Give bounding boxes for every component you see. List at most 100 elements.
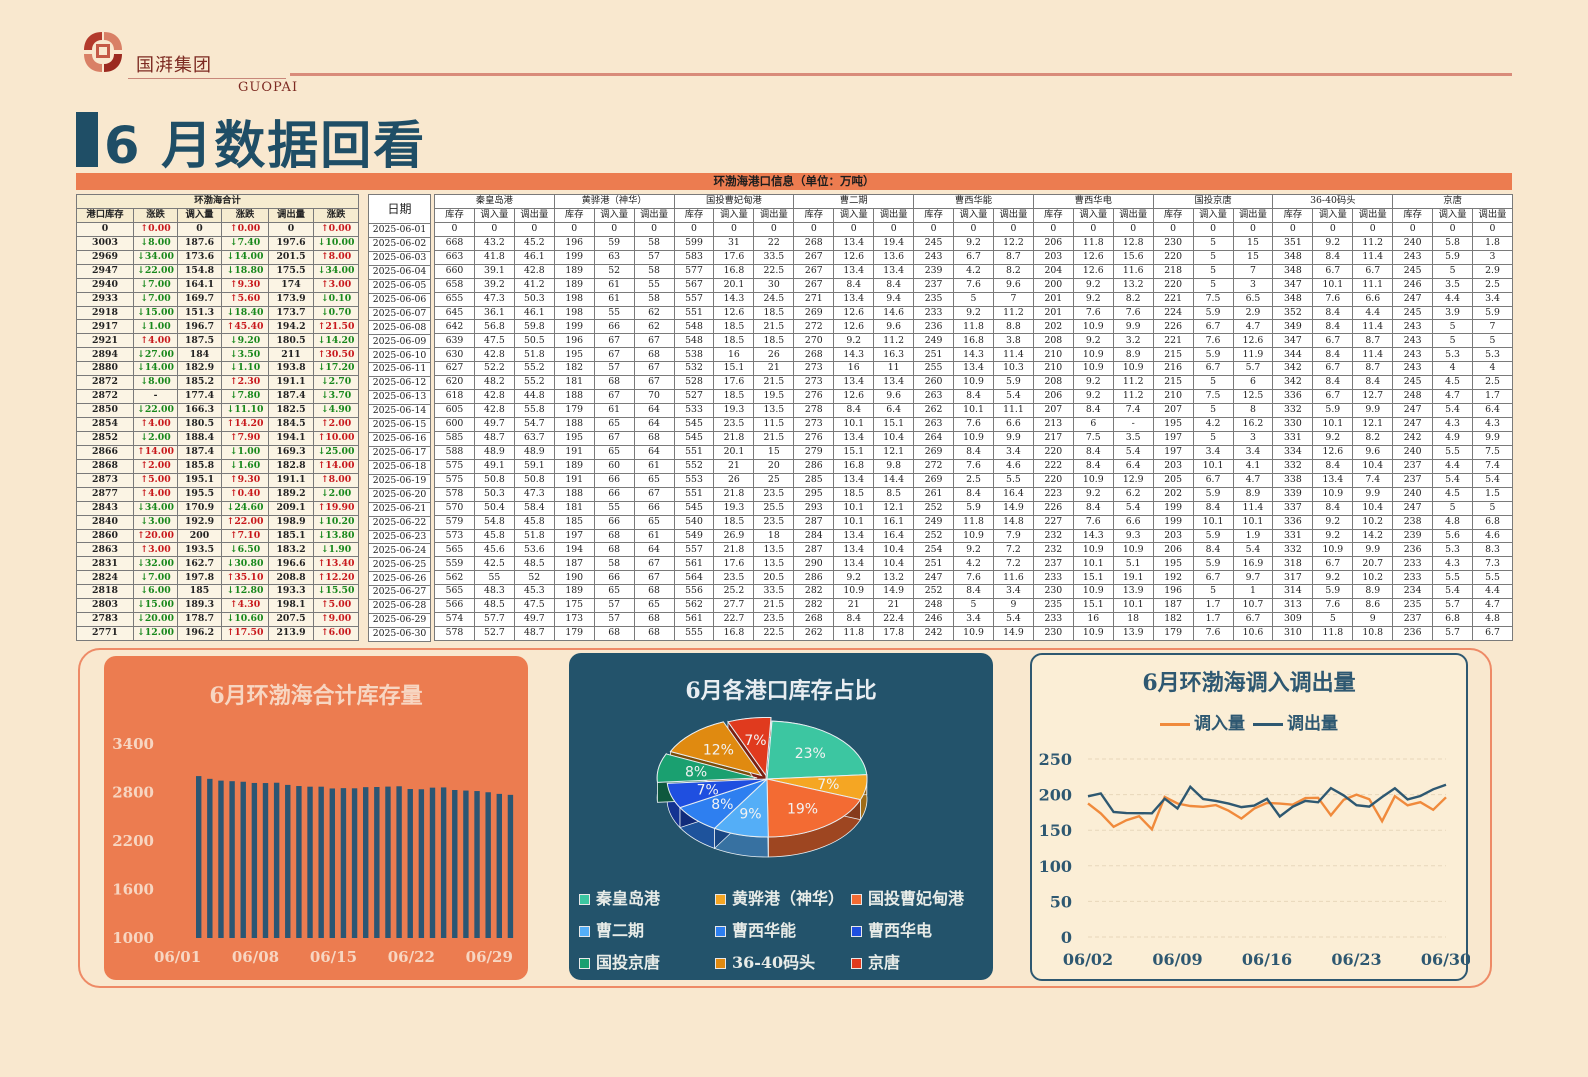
table-row: 578 50.3 47.3 188 66 67 551 21.8 23.5 295 18.5 8.5 2…	[434, 486, 1513, 502]
port-header: 36-40码头	[1272, 194, 1394, 209]
table-cell: 11.9	[1232, 347, 1274, 363]
table-cell: 25.2	[713, 584, 755, 600]
date-cell: 2025-06-01	[368, 222, 431, 238]
table-cell: 2771	[76, 626, 134, 641]
table-cell: 10.9	[1072, 319, 1114, 335]
table-cell: 263	[913, 389, 955, 405]
table-cell: 2.5	[953, 472, 994, 488]
table-cell: 18.5	[713, 389, 755, 405]
table-cell: ↑2.00	[133, 458, 178, 474]
table-cell: 5.5	[992, 472, 1034, 488]
table-cell: 66	[593, 486, 635, 502]
table-cell: 198.9	[268, 514, 314, 530]
table-cell: 170.9	[177, 500, 222, 516]
table-banner: 环渤海港口信息（单位：万吨）	[76, 173, 1512, 190]
table-cell: 62	[633, 319, 675, 335]
table-cell: 588	[434, 444, 475, 460]
table-cell: 233	[1032, 612, 1074, 628]
table-cell: ↑17.50	[221, 626, 269, 641]
table-cell: 287	[793, 514, 835, 530]
table-cell: 8.4	[1192, 542, 1234, 558]
table-row: 2025-06-12	[368, 376, 431, 392]
table-cell: 9.2	[1072, 333, 1114, 349]
charts-panel	[78, 648, 1492, 988]
table-cell: 199	[553, 249, 595, 265]
table-cell: 201	[1032, 291, 1074, 307]
inout-line-chart: 6月环渤海调入调出量 调入量 调出量 0 50 100 150 200 250 06/02 06…	[1030, 653, 1470, 981]
table-cell: 276	[793, 389, 835, 405]
table-cell: 348	[1272, 249, 1314, 265]
table-cell: 2918	[76, 305, 134, 321]
table-cell: 561	[673, 556, 715, 572]
title-accent-bar	[76, 112, 98, 167]
table-cell: 332	[1272, 403, 1314, 418]
table-cell: 8.4	[1072, 403, 1114, 418]
table-cell: 179	[553, 403, 595, 418]
table-cell: ↑7.10	[221, 528, 269, 544]
table-cell: 59.1	[513, 458, 555, 474]
table-cell: 559	[434, 556, 475, 572]
table-cell: 7.9	[992, 528, 1034, 544]
table-cell: ↑35.10	[221, 570, 269, 586]
table-cell: 67	[593, 430, 635, 446]
table-cell: 561	[673, 612, 715, 628]
table-cell: 11.4	[1352, 319, 1394, 335]
table-cell: 243	[1392, 361, 1434, 377]
table-cell: 11.8	[953, 514, 994, 530]
table-cell: 199	[553, 319, 595, 335]
date-cell: 2025-06-05	[368, 278, 431, 294]
table-row: 2840 ↓3.00 192.9 ↑22.00 198.9 ↓10.20	[76, 514, 360, 530]
bar-06/13	[318, 786, 324, 938]
table-cell: 5	[953, 291, 994, 307]
pie-chart-title: 6月各港口库存占比	[685, 678, 877, 704]
table-cell: 645	[434, 305, 475, 321]
table-cell: 585	[434, 430, 475, 446]
table-cell: 12.6	[833, 305, 875, 321]
table-cell: ↓1.00	[133, 319, 178, 335]
table-cell: 8.2	[992, 263, 1034, 279]
table-cell: 9.6	[873, 319, 915, 335]
table-cell: 8.9	[1232, 486, 1274, 502]
table-cell: 12.9	[1112, 472, 1154, 488]
table-row: 2025-06-09	[368, 334, 431, 350]
table-cell: 579	[434, 514, 475, 530]
table-cell: 2850	[76, 403, 134, 418]
table-cell: 232	[1032, 542, 1074, 558]
table-cell: 551	[673, 486, 715, 502]
table-cell: 564	[673, 570, 715, 586]
table-cell: 235	[1032, 598, 1074, 614]
table-cell: 0	[513, 221, 555, 237]
table-cell: 11.1	[992, 403, 1034, 418]
table-cell: 2803	[76, 598, 134, 614]
table-cell: 67	[633, 486, 675, 502]
table-cell: 260	[913, 375, 955, 391]
table-row: 2025-06-10	[368, 348, 431, 364]
table-cell: 9.2	[953, 235, 994, 251]
table-cell: 208	[1032, 375, 1074, 391]
table-cell: 9.2	[1312, 430, 1354, 446]
table-cell: ↓1.10	[221, 361, 269, 377]
bar-06/27	[474, 791, 480, 938]
table-cell: 6.7	[1312, 556, 1354, 572]
port-subheader: 调出量	[1232, 207, 1274, 223]
bar-06/22	[418, 789, 425, 938]
table-cell: 24.5	[753, 291, 795, 307]
table-cell: 0	[1392, 221, 1434, 237]
table-cell: 7.3	[1472, 556, 1513, 572]
table-cell: ↑14.20	[221, 417, 269, 432]
table-row: 2025-06-30	[368, 627, 431, 643]
port-subheader: 调出量	[1472, 207, 1513, 223]
table-cell: 197.6	[268, 235, 314, 251]
table-cell: 9.2	[953, 542, 994, 558]
legend-swatch-icon	[715, 894, 726, 905]
port-header: 曹西华电	[1032, 194, 1154, 209]
table-cell: 2947	[76, 263, 134, 279]
table-cell: 54.7	[513, 417, 555, 432]
table-cell: 7.2	[992, 542, 1034, 558]
table-cell: 1.5	[1472, 486, 1513, 502]
table-cell: ↓6.00	[133, 584, 178, 600]
table-cell: 6.6	[1112, 514, 1154, 530]
table-cell: 573	[434, 528, 475, 544]
table-cell: 188	[553, 486, 595, 502]
table-cell: 13.4	[833, 556, 875, 572]
